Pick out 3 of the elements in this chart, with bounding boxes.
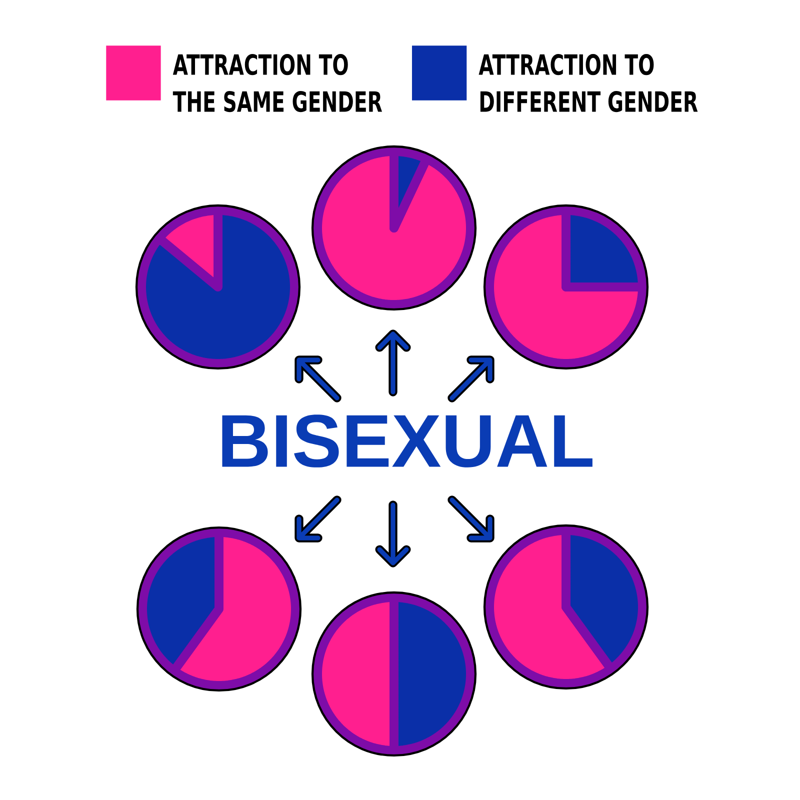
legend-label: ATTRACTION TO THE SAME GENDER bbox=[172, 54, 382, 112]
text: BISEXUAL bbox=[222, 414, 592, 468]
legend-label: ATTRACTION TO DIFFERENT GENDER bbox=[478, 54, 698, 112]
